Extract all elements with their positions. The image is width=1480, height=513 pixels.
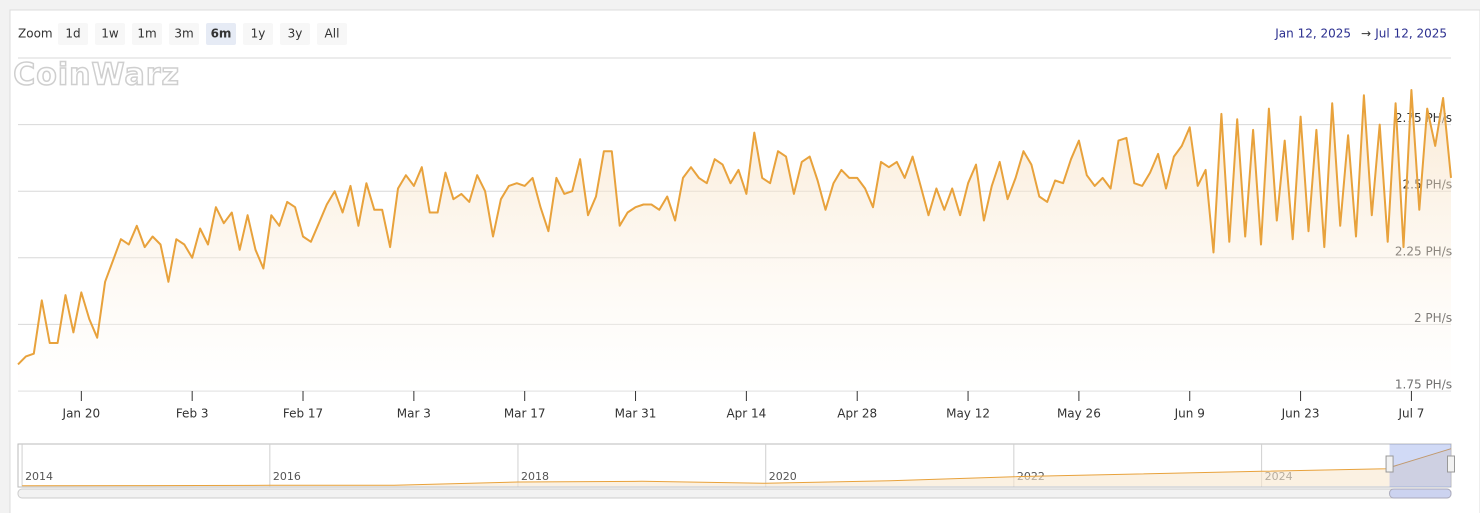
zoom-button-label[interactable]: 6m (211, 27, 232, 41)
range-from[interactable]: Jan 12, 2025 (1274, 27, 1351, 41)
zoom-button[interactable] (58, 23, 88, 45)
scrollbar-thumb[interactable] (1389, 488, 1452, 499)
zoom-button[interactable] (132, 23, 162, 45)
x-tick-label: Jun 23 (1281, 407, 1320, 421)
navigator-tick-label: 2018 (521, 470, 549, 483)
zoom-button-label[interactable]: 3m (174, 27, 193, 41)
x-tick-label: Feb 17 (283, 407, 323, 421)
zoom-button-label[interactable]: 1w (101, 27, 119, 41)
x-tick-label: Mar 31 (615, 407, 657, 421)
x-tick-label: Apr 28 (837, 407, 877, 421)
navigator-tick-label: 2016 (273, 470, 301, 483)
navigator-tick-label: 2014 (25, 470, 53, 483)
navigator-area (22, 448, 1451, 486)
zoom-button[interactable] (95, 23, 125, 45)
zoom-button[interactable] (206, 23, 236, 45)
zoom-button[interactable] (243, 23, 273, 45)
zoom-button[interactable] (169, 23, 199, 45)
watermark: CoinWarz (13, 58, 180, 93)
zoom-button[interactable] (317, 23, 347, 45)
x-tick-label: Jun 9 (1174, 407, 1205, 421)
x-tick-label: Mar 17 (504, 407, 546, 421)
line (17, 89, 1452, 366)
x-tick-label: Jul 7 (1397, 407, 1424, 421)
scrollbar[interactable] (17, 488, 1452, 499)
x-tick-label: Apr 14 (726, 407, 766, 421)
zoom-button-label[interactable]: 1m (137, 27, 156, 41)
zoom-button-label[interactable]: All (325, 27, 340, 41)
navigator-handle[interactable] (1447, 455, 1455, 473)
x-tick-label: Jan 20 (62, 407, 101, 421)
zoom-button[interactable] (280, 23, 310, 45)
navigator-tick-label: 2020 (769, 470, 797, 483)
zoom-button-label[interactable]: 1d (65, 27, 80, 41)
zoom-button-label[interactable]: 3y (288, 27, 303, 41)
navigator-handle[interactable] (1385, 455, 1394, 473)
area (18, 90, 1451, 391)
range-to[interactable]: Jul 12, 2025 (1374, 27, 1447, 41)
zoom-label: Zoom (18, 27, 53, 41)
x-tick-label: Feb 3 (176, 407, 209, 421)
navigator-line (22, 448, 1452, 487)
navigator-selection[interactable] (1389, 444, 1451, 487)
x-tick-label: Mar 3 (397, 407, 431, 421)
x-tick-label: May 12 (946, 407, 990, 421)
x-tick-label: May 26 (1057, 407, 1101, 421)
zoom-button-label[interactable]: 1y (251, 27, 266, 41)
range-arrow: → (1361, 27, 1371, 41)
